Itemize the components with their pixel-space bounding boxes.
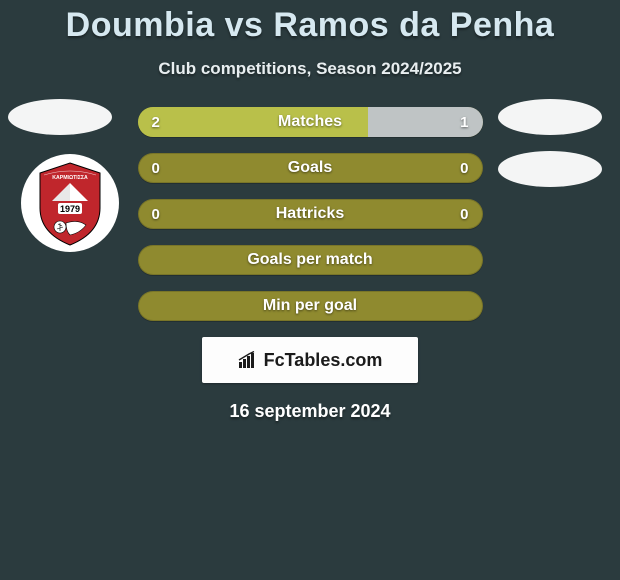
player-left-avatar-placeholder xyxy=(8,99,112,135)
club-left-badge: ΚΑΡΜΙΩΤΙΣΣΑ 1979 xyxy=(20,153,120,253)
badge-top-text: ΚΑΡΜΙΩΤΙΣΣΑ xyxy=(52,175,88,181)
stat-row-matches: 2 Matches 1 xyxy=(138,107,483,137)
stat-row-goals-per-match: Goals per match xyxy=(138,245,483,275)
stat-fill-right xyxy=(368,107,483,137)
stat-row-min-per-goal: Min per goal xyxy=(138,291,483,321)
stat-label: Hattricks xyxy=(138,199,483,229)
stat-rows: 2 Matches 1 0 Goals 0 0 Hattricks 0 Goal… xyxy=(138,107,483,321)
stat-row-hattricks: 0 Hattricks 0 xyxy=(138,199,483,229)
club-right-badge-placeholder xyxy=(498,151,602,187)
badge-year: 1979 xyxy=(60,204,80,214)
stat-label: Min per goal xyxy=(138,291,483,321)
stat-value-right: 0 xyxy=(460,153,468,183)
bar-chart-icon xyxy=(238,351,260,369)
stat-value-left: 0 xyxy=(152,153,160,183)
date-text: 16 september 2024 xyxy=(0,401,620,422)
stat-fill-left xyxy=(138,107,368,137)
fctables-brand-text: FcTables.com xyxy=(264,350,383,371)
stat-label: Goals per match xyxy=(138,245,483,275)
page-title: Doumbia vs Ramos da Penha xyxy=(0,0,620,45)
stat-value-left: 0 xyxy=(152,199,160,229)
fctables-watermark: FcTables.com xyxy=(202,337,418,383)
stat-label: Goals xyxy=(138,153,483,183)
stat-value-right: 0 xyxy=(460,199,468,229)
player-right-avatar-placeholder xyxy=(498,99,602,135)
stat-row-goals: 0 Goals 0 xyxy=(138,153,483,183)
comparison-stage: ΚΑΡΜΙΩΤΙΣΣΑ 1979 2 Matches 1 0 xyxy=(0,79,620,422)
subtitle: Club competitions, Season 2024/2025 xyxy=(0,59,620,79)
